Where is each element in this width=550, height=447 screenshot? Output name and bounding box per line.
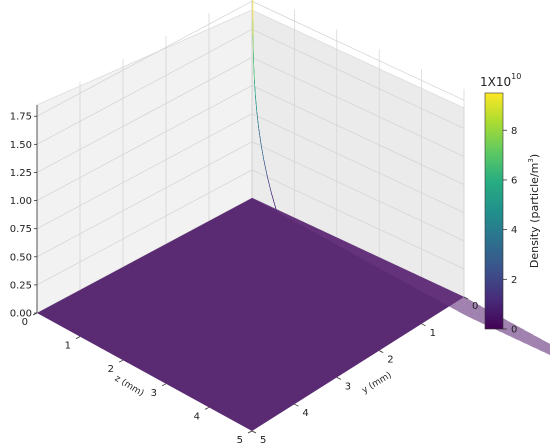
value-tick-label: 0.00 <box>10 309 32 320</box>
z-mm-tick-label: 4 <box>194 411 200 422</box>
y-mm-axis-ticks: 0 1 2 3 4 5 <box>251 296 478 446</box>
y-mm-tick-label: 3 <box>345 381 351 392</box>
colorbar-ticks: 0 2 4 6 8 <box>503 126 517 336</box>
y-mm-tick-label: 5 <box>260 435 266 446</box>
y-mm-tick-label: 4 <box>302 408 308 419</box>
colorbar <box>484 92 504 330</box>
surface-peak <box>252 0 277 212</box>
z-mm-tick-label: 5 <box>237 435 243 446</box>
value-tick-label: 0.25 <box>10 280 32 291</box>
z-mm-tick-label: 2 <box>108 364 114 375</box>
value-axis-ticks: 0.00 0.25 0.50 0.75 1.00 1.25 1.50 1.75 <box>10 112 37 320</box>
surface-floor <box>37 198 464 431</box>
value-tick-label: 1.50 <box>10 140 32 151</box>
colorbar-tick-label: 6 <box>511 175 517 186</box>
value-tick-label: 1.75 <box>10 112 32 123</box>
colorbar-tick-label: 4 <box>511 225 517 236</box>
y-mm-tick-label: 1 <box>430 328 436 339</box>
surface-mesh <box>251 197 550 355</box>
colorbar-tick-label: 2 <box>511 275 517 286</box>
colorbar-tick-label: 8 <box>511 126 517 137</box>
z-mm-axis-ticks: 0 1 2 3 4 5 <box>22 312 253 446</box>
colorbar-title: Density (particle/m3) <box>527 154 541 268</box>
value-tick-label: 0.75 <box>10 224 32 235</box>
y-mm-axis-label: y (mm) <box>360 371 393 396</box>
z-mm-tick-label: 3 <box>151 388 157 399</box>
colorbar-tick-label: 0 <box>511 325 517 336</box>
y-mm-tick-label: 2 <box>387 355 393 366</box>
value-tick-label: 1.00 <box>10 196 32 207</box>
z-mm-axis-label: z (mm) <box>113 374 146 399</box>
value-tick-label: 0.50 <box>10 252 32 263</box>
value-tick-label: 1.25 <box>10 168 32 179</box>
colorbar-scale-label: 1X1010 <box>480 72 521 89</box>
y-mm-tick-label: 0 <box>472 301 478 312</box>
z-mm-tick-label: 1 <box>65 341 71 352</box>
z-mm-tick-label: 0 <box>22 317 28 328</box>
